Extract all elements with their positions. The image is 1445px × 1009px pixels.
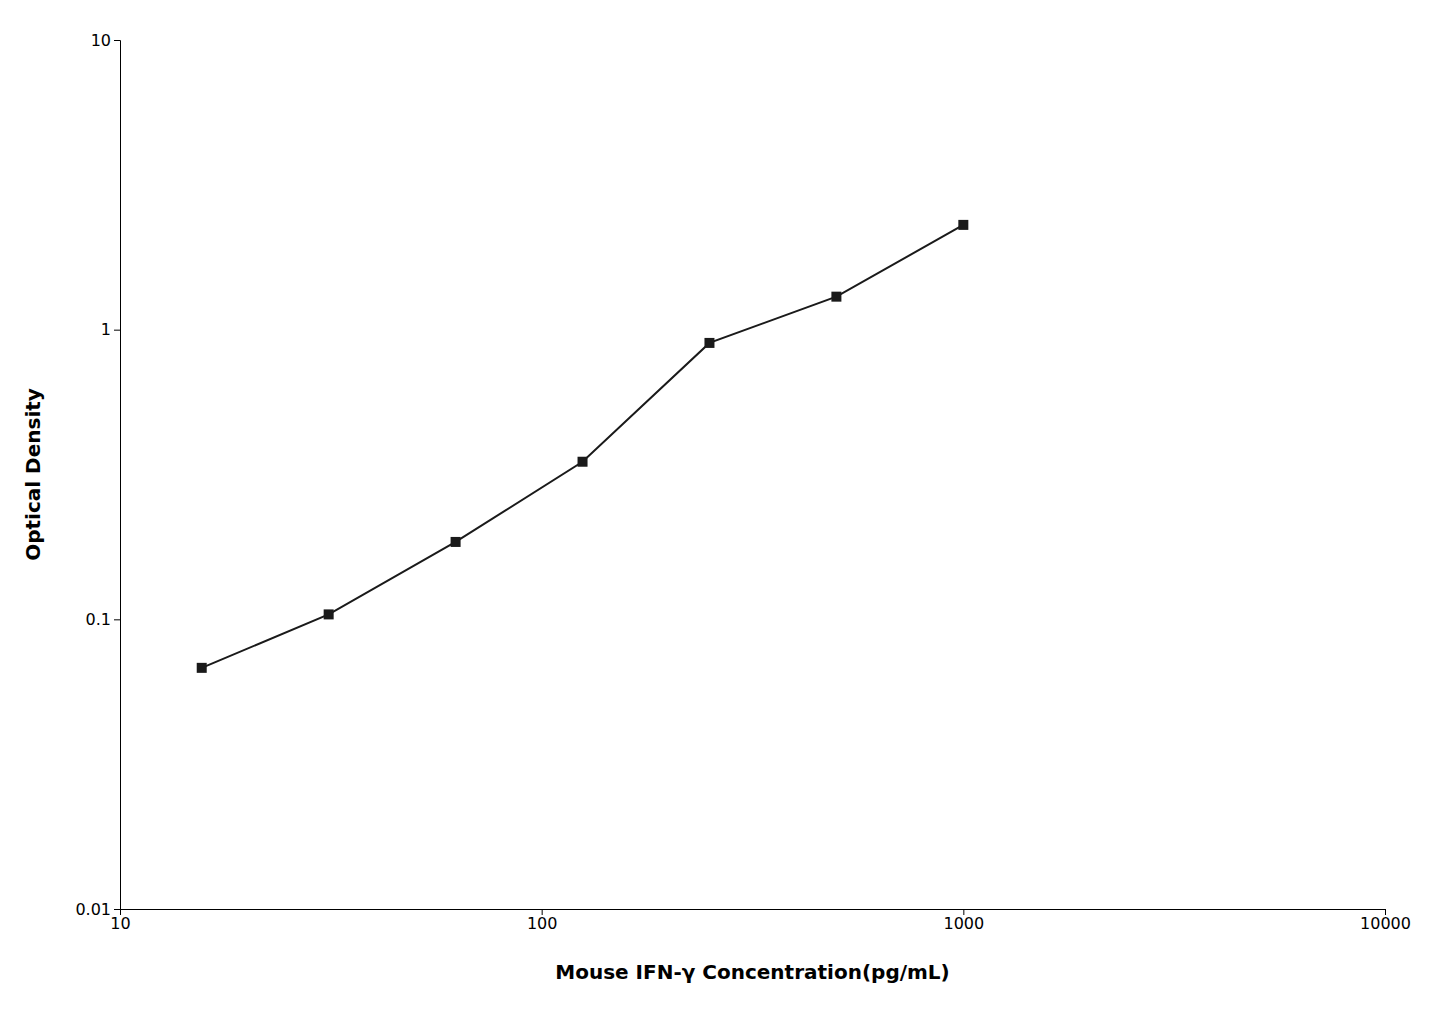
chart-container: 10 100 1000 10000 0.01 0.1 1 10 Mouse IFN-γ Conc… xyxy=(0,0,1445,1009)
y-axis-title: Optical Density xyxy=(21,388,45,561)
x-axis-title: Mouse IFN-γ Concentration(pg/mL) xyxy=(555,960,949,984)
tick-mark xyxy=(114,40,120,41)
tick: 0.01 xyxy=(75,900,120,919)
marks xyxy=(197,220,969,673)
data-point xyxy=(324,609,334,619)
data-point xyxy=(704,338,714,348)
axis-line xyxy=(121,910,1386,916)
data-point xyxy=(451,537,461,547)
tick-label: 100 xyxy=(527,914,558,933)
x-axis: 10 100 1000 10000 xyxy=(110,909,1411,933)
data-line xyxy=(202,225,964,668)
data-point xyxy=(197,663,207,673)
tick: 10 xyxy=(91,31,120,50)
tick-mark xyxy=(114,909,120,910)
tick-label: 0.1 xyxy=(86,610,111,629)
tick-label: 10 xyxy=(91,31,111,50)
data-point xyxy=(958,220,968,230)
tick-label: 10000 xyxy=(1360,914,1411,933)
tick: 0.1 xyxy=(86,610,120,629)
tick-mark xyxy=(114,619,120,620)
axis-line xyxy=(114,41,121,910)
y-axis: 0.01 0.1 1 10 xyxy=(75,31,120,919)
plot-area: 10 100 1000 10000 0.01 0.1 1 10 xyxy=(75,31,1411,934)
tick-label: 0.01 xyxy=(75,900,111,919)
data-point xyxy=(831,292,841,302)
tick: 100 xyxy=(527,909,558,933)
data-point xyxy=(578,457,588,467)
tick-label: 1000 xyxy=(943,914,984,933)
tick: 1 xyxy=(101,320,120,339)
tick: 10000 xyxy=(1360,909,1411,933)
chart-svg: 10 100 1000 10000 0.01 0.1 1 10 Mouse IFN-γ Conc… xyxy=(0,0,1445,1009)
tick-label: 1 xyxy=(101,320,111,339)
tick-mark xyxy=(114,330,120,331)
tick-label: 10 xyxy=(110,914,130,933)
tick: 10 xyxy=(110,909,130,933)
tick: 1000 xyxy=(943,909,984,933)
